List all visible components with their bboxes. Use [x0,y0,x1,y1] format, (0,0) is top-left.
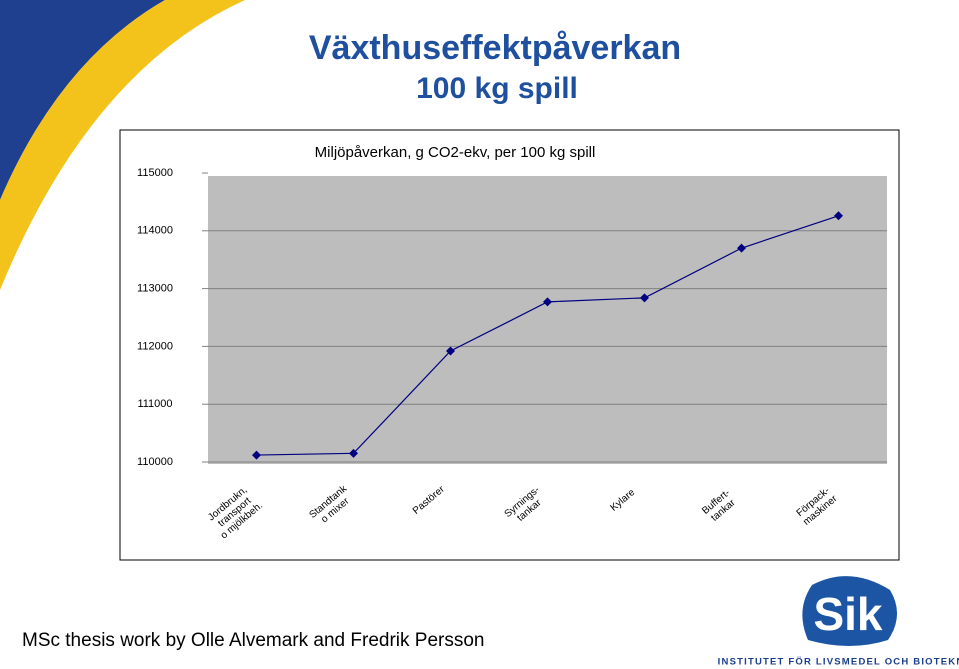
logo-mark [802,576,898,646]
y-tick-label: 114000 [137,225,173,237]
plot-area [208,176,887,464]
data-point [543,297,552,307]
chart-title: Miljöpåverkan, g CO2-ekv, per 100 kg spi… [315,144,596,161]
y-tick-label: 110000 [137,456,173,468]
logo-tagline: INSTITUTET FÖR LIVSMEDEL OCH BIOTEKNIK [718,657,959,668]
y-tick-label: 111000 [137,398,172,410]
data-point [252,450,261,460]
slide-title: Växthuseffektpåverkan [309,29,681,67]
data-point [640,293,649,303]
data-point [446,346,455,356]
logo-name: Sik [813,588,882,640]
decor [0,0,245,290]
y-tick-label: 115000 [137,167,173,179]
data-point [834,211,843,221]
footer: MSc thesis work by Olle Alvemark and Fre… [22,630,485,651]
decor [0,0,165,200]
slide-subtitle: 100 kg spill [416,72,578,105]
data-point [737,243,746,253]
data-point [349,448,358,458]
y-tick-label: 112000 [137,340,173,352]
y-tick-label: 113000 [137,283,173,295]
